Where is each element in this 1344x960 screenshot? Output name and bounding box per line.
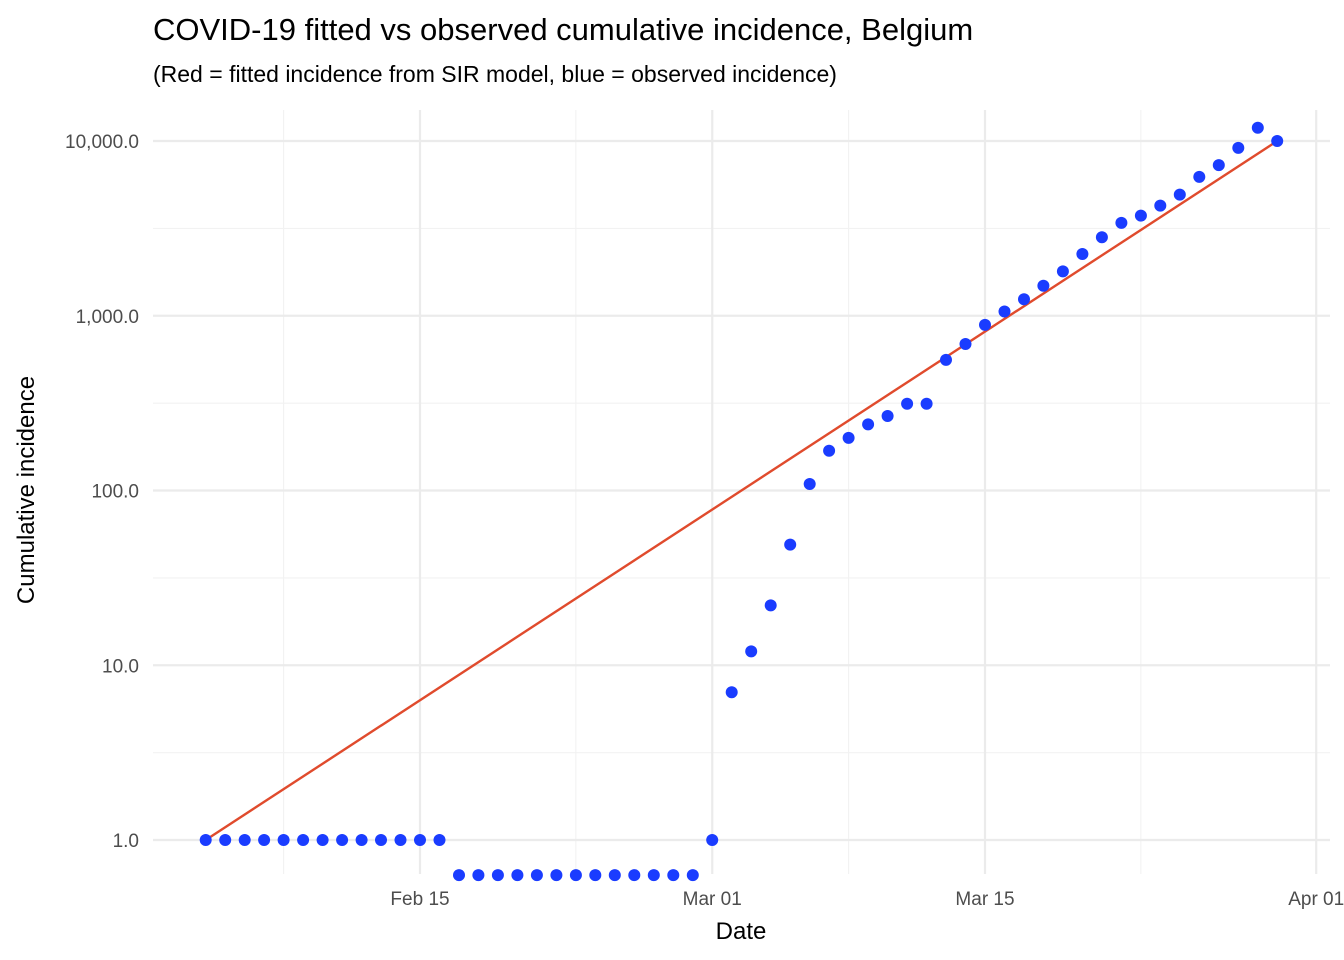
observed-point: [1232, 141, 1245, 154]
y-axis-title: Cumulative incidence: [13, 376, 40, 604]
observed-point: [979, 318, 991, 331]
chart-subtitle: (Red = fitted incidence from SIR model, …: [153, 61, 837, 87]
observed-point: [706, 834, 719, 846]
observed-point: [901, 397, 914, 410]
observed-point: [1115, 216, 1128, 229]
observed-point: [881, 410, 894, 422]
observed-point: [1212, 159, 1225, 172]
observed-point: [394, 834, 407, 846]
observed-point: [686, 869, 699, 882]
observed-point: [1037, 279, 1050, 292]
observed-point: [472, 869, 485, 882]
observed-point: [277, 834, 290, 846]
observed-point: [258, 834, 271, 846]
x-tick-label: Feb 15: [390, 889, 449, 910]
observed-point: [511, 869, 524, 882]
observed-point: [530, 869, 543, 882]
fitted-line-layer: [205, 139, 1278, 842]
observed-point: [1134, 209, 1147, 222]
observed-point: [608, 869, 621, 882]
observed-point: [745, 645, 758, 658]
observed-point: [764, 599, 777, 612]
observed-point: [569, 869, 582, 882]
observed-point: [725, 686, 738, 699]
observed-point: [1076, 248, 1089, 260]
y-tick-label: 1,000.0: [76, 307, 139, 328]
fitted-incidence-line: [205, 139, 1278, 842]
observed-point: [784, 538, 797, 551]
observed-point: [336, 834, 349, 846]
observed-point: [842, 431, 855, 444]
observed-point: [414, 834, 426, 846]
observed-point: [1271, 135, 1284, 147]
observed-point: [199, 834, 212, 846]
observed-point: [238, 834, 251, 846]
x-tick-label: Apr 01: [1288, 889, 1344, 910]
observed-point: [920, 397, 933, 410]
chart-title: COVID-19 fitted vs observed cumulative i…: [153, 12, 973, 47]
y-tick-label: 1.0: [113, 831, 139, 852]
observed-points-layer: [199, 121, 1284, 882]
x-tick-label: Mar 15: [955, 889, 1014, 910]
grid-minor: [153, 110, 1330, 874]
observed-point: [628, 869, 641, 882]
observed-point: [998, 305, 1011, 318]
observed-point: [803, 478, 816, 490]
observed-point: [1173, 188, 1186, 201]
observed-point: [940, 353, 952, 366]
observed-point: [355, 834, 368, 846]
observed-point: [297, 834, 310, 846]
grid-major: [153, 110, 1330, 874]
observed-point: [375, 834, 387, 846]
observed-point: [1095, 231, 1108, 244]
observed-point: [1251, 121, 1264, 134]
observed-point: [1018, 293, 1030, 306]
observed-point: [453, 869, 465, 882]
observed-point: [1193, 170, 1206, 183]
x-tick-label: Mar 01: [683, 889, 742, 910]
y-tick-label: 10,000.0: [65, 132, 139, 153]
x-axis-title: Date: [716, 918, 767, 945]
x-axis-ticks: Feb 15 Mar 01 Mar 15 Apr 01: [390, 889, 1344, 910]
observed-point: [433, 834, 446, 846]
observed-point: [589, 869, 602, 882]
y-tick-label: 10.0: [102, 656, 139, 677]
observed-point: [1056, 265, 1069, 278]
observed-point: [667, 869, 680, 882]
observed-point: [316, 834, 329, 846]
observed-point: [959, 338, 972, 350]
y-tick-label: 100.0: [91, 482, 139, 503]
observed-point: [647, 869, 660, 882]
observed-point: [1154, 199, 1167, 212]
observed-point: [862, 418, 875, 431]
y-axis-ticks: 1.0 10.0 100.0 1,000.0 10,000.0: [65, 132, 139, 852]
observed-point: [823, 444, 836, 457]
observed-point: [550, 869, 563, 882]
observed-point: [491, 869, 504, 882]
observed-point: [219, 834, 232, 846]
